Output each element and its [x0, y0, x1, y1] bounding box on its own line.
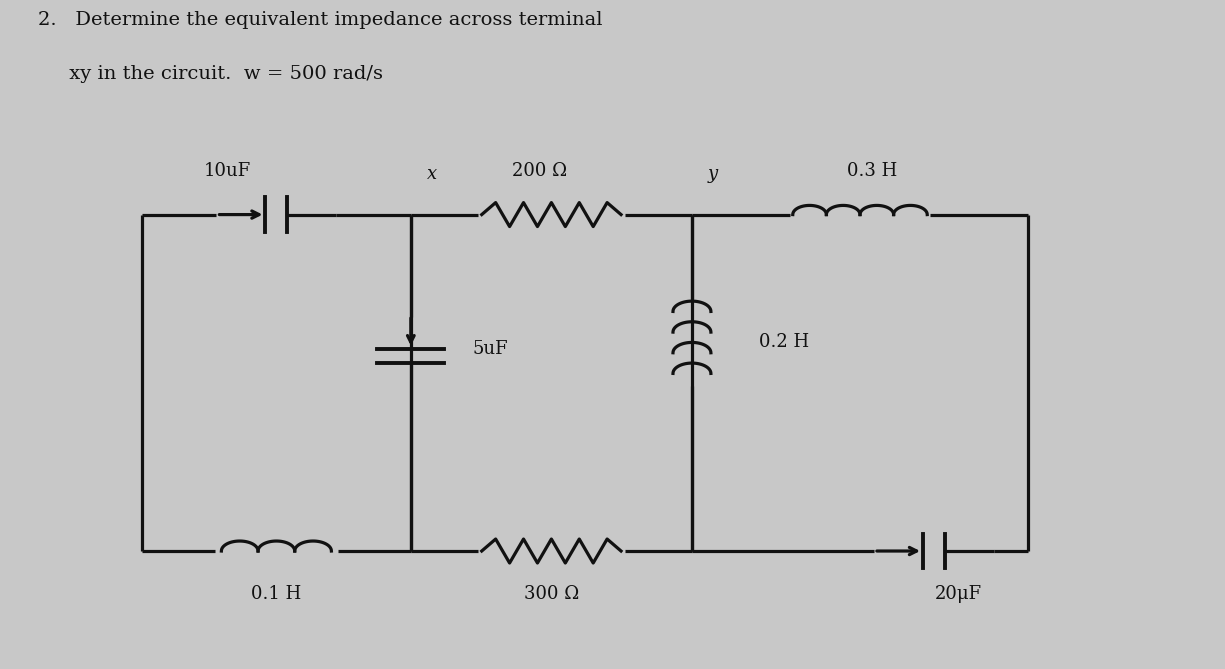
Text: 10uF: 10uF: [203, 163, 251, 180]
Text: xy in the circuit.  w = 500 rad/s: xy in the circuit. w = 500 rad/s: [38, 65, 383, 83]
Text: 5uF: 5uF: [473, 341, 508, 358]
Text: y: y: [708, 165, 718, 183]
Text: 200 Ω: 200 Ω: [512, 163, 567, 180]
Text: x: x: [426, 165, 437, 183]
Text: 0.1 H: 0.1 H: [251, 585, 301, 603]
Text: 0.2 H: 0.2 H: [758, 333, 808, 351]
Text: 300 Ω: 300 Ω: [524, 585, 579, 603]
Text: 2.   Determine the equivalent impedance across terminal: 2. Determine the equivalent impedance ac…: [38, 11, 603, 29]
Text: 0.3 H: 0.3 H: [848, 163, 898, 180]
Text: 20μF: 20μF: [935, 585, 982, 603]
